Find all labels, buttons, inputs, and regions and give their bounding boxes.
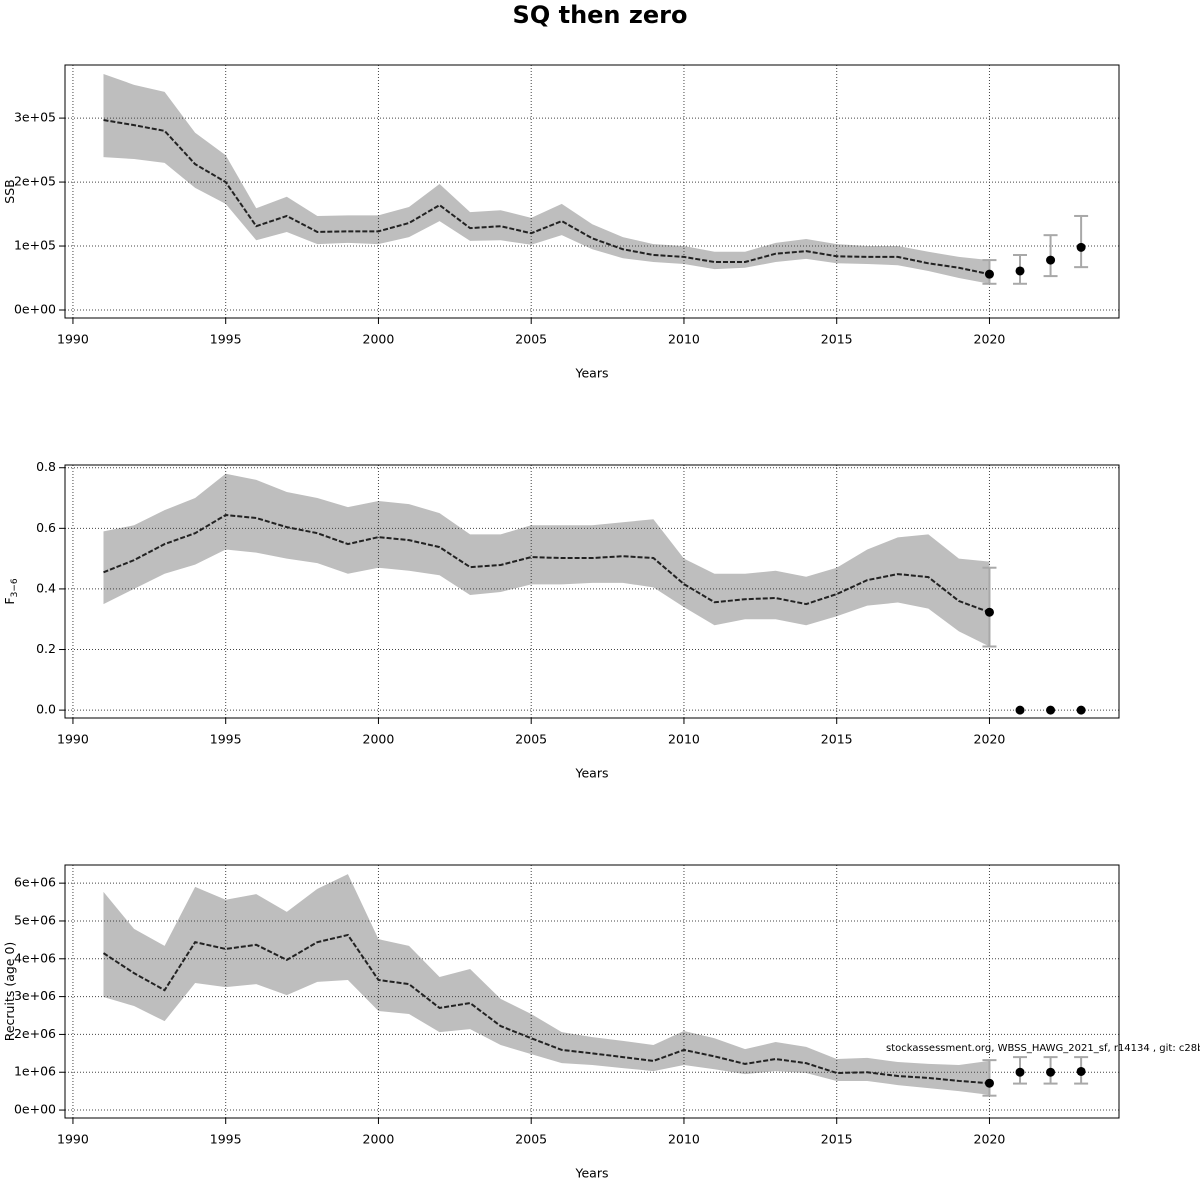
forecast-point	[1046, 255, 1056, 265]
forecast-point	[1076, 242, 1086, 252]
y-tick-label: 2e+06	[14, 1026, 56, 1041]
y-tick-label: 1e+05	[14, 238, 56, 253]
forecast-point	[1015, 266, 1025, 276]
forecast-point	[984, 607, 994, 617]
x-tick-label: 2000	[363, 332, 395, 347]
y-tick-label: 0.2	[36, 641, 56, 656]
y-axis-label: F3−6	[2, 578, 20, 604]
y-axis-label-text: Recruits (age 0)	[2, 942, 17, 1042]
x-tick-label: 2000	[363, 732, 395, 747]
figure-title: SQ then zero	[513, 1, 688, 29]
confidence-band	[103, 874, 990, 1095]
x-tick-label: 2010	[668, 1132, 700, 1147]
plot-frame	[64, 64, 1120, 319]
y-tick-label: 3e+05	[14, 110, 56, 125]
forecast-point	[984, 1078, 994, 1088]
x-tick-label: 1990	[57, 732, 89, 747]
panel: 0e+00 1e+06 2e+06 3e+06 4e+06 5e+06 6e+06 1990 1…	[2, 864, 1120, 1181]
y-axis-label-text: F	[2, 597, 17, 604]
x-tick-label: 1995	[210, 332, 242, 347]
confidence-band	[103, 73, 990, 284]
y-axis-label-text: SSB	[2, 179, 17, 203]
y-tick-label: 1e+06	[14, 1064, 56, 1079]
y-tick-label: 0.4	[36, 580, 56, 595]
forecast-point	[1076, 705, 1086, 715]
y-tick-label: 0.6	[36, 520, 56, 535]
y-axis-label-subscript: 3−6	[10, 578, 20, 597]
plot-frame	[64, 464, 1120, 719]
x-tick-label: 2000	[363, 1132, 395, 1147]
x-tick-label: 1990	[57, 1132, 89, 1147]
y-tick-label: 0e+00	[14, 1102, 56, 1117]
x-tick-label: 2010	[668, 332, 700, 347]
plot-frame	[64, 864, 1120, 1119]
x-tick-label: 2015	[821, 332, 853, 347]
x-tick-label: 2005	[515, 332, 547, 347]
forecast-point	[1076, 1066, 1086, 1076]
x-axis-label: Years	[575, 366, 609, 381]
forecast-point	[1015, 705, 1025, 715]
x-axis-label: Years	[575, 766, 609, 781]
x-tick-label: 1995	[210, 1132, 242, 1147]
x-tick-label: 2020	[974, 332, 1006, 347]
y-tick-label: 2e+05	[14, 174, 56, 189]
x-tick-label: 2005	[515, 1132, 547, 1147]
panel: 0e+00 1e+05 2e+05 3e+05 1990 1995 2000 2005 2010…	[2, 64, 1120, 381]
y-axis-label: SSB	[2, 179, 17, 203]
x-tick-label: 2020	[974, 1132, 1006, 1147]
y-tick-label: 3e+06	[14, 988, 56, 1003]
y-tick-label: 5e+06	[14, 912, 56, 927]
x-tick-label: 2005	[515, 732, 547, 747]
y-tick-label: 6e+06	[14, 875, 56, 890]
x-tick-label: 2010	[668, 732, 700, 747]
panel: 0.0 0.2 0.4 0.6 0.8 1990 1995 2000 2005 2010 2015 2…	[2, 459, 1120, 781]
x-tick-label: 1990	[57, 332, 89, 347]
x-axis-label: Years	[575, 1166, 609, 1181]
y-tick-label: 0.0	[36, 702, 56, 717]
x-tick-label: 2015	[821, 732, 853, 747]
x-tick-label: 1995	[210, 732, 242, 747]
x-tick-label: 2020	[974, 732, 1006, 747]
estimate-line	[103, 119, 990, 276]
y-tick-label: 4e+06	[14, 950, 56, 965]
y-tick-label: 0e+00	[14, 302, 56, 317]
x-tick-label: 2015	[821, 1132, 853, 1147]
annotation: stockassessment.org, WBSS_HAWG_2021_sf, …	[886, 1043, 1200, 1054]
forecast-point	[984, 269, 994, 279]
estimate-line	[103, 513, 990, 614]
forecast-point	[1046, 705, 1056, 715]
y-tick-label: 0.8	[36, 459, 56, 474]
confidence-band	[103, 473, 990, 647]
y-axis-label: Recruits (age 0)	[2, 942, 17, 1042]
forecast-point	[1046, 1067, 1056, 1077]
forecast-point	[1015, 1067, 1025, 1077]
estimate-line	[102, 933, 990, 1085]
